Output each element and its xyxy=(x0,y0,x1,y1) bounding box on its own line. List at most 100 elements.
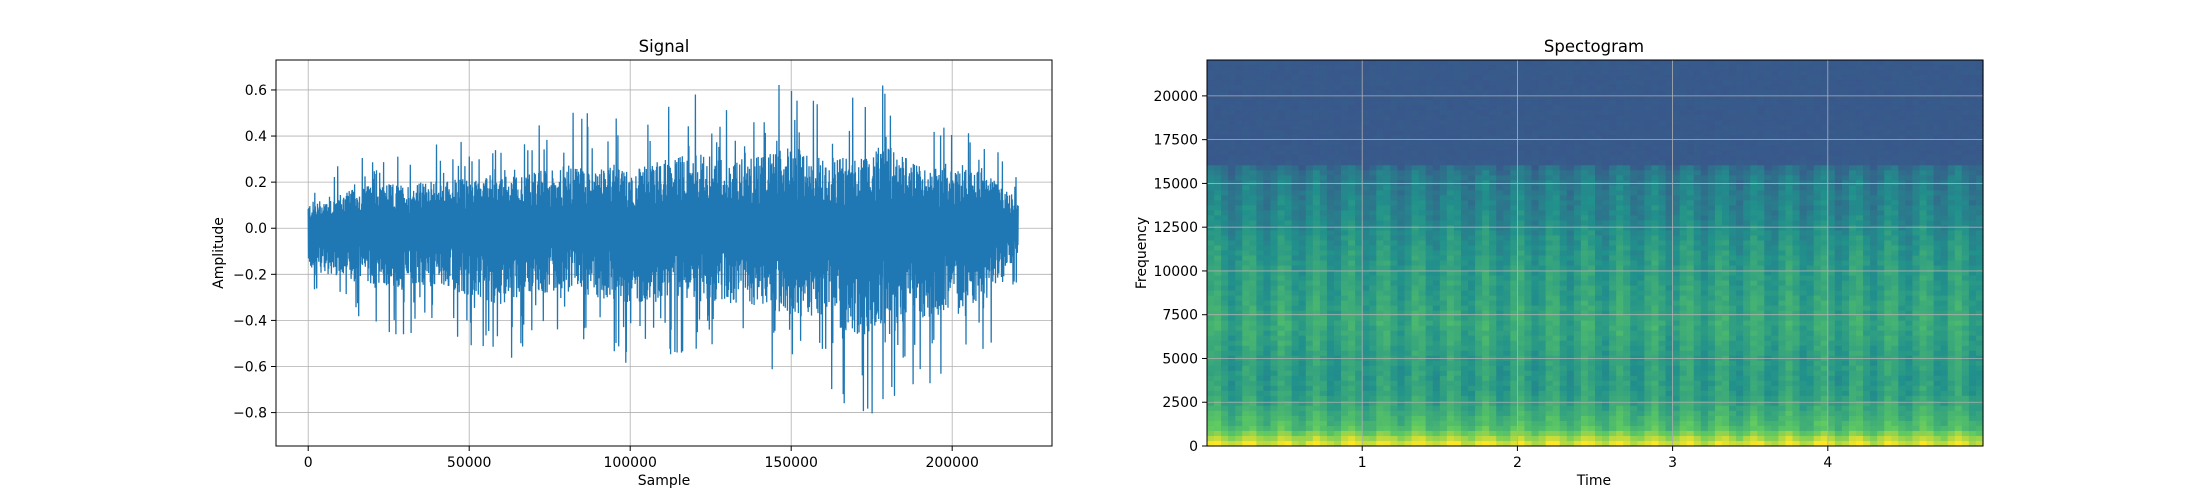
spectrogram-cell xyxy=(1616,195,1624,201)
spectrogram-cell xyxy=(1489,110,1497,116)
spectrogram-cell xyxy=(1503,360,1511,367)
spectrogram-cell xyxy=(1369,370,1377,377)
spectrogram-cell xyxy=(1277,245,1286,252)
spectrogram-cell xyxy=(1376,440,1384,447)
spectrogram-cell xyxy=(1326,60,1335,66)
spectrogram-cell xyxy=(1326,375,1335,382)
spectrogram-cell xyxy=(1602,310,1610,317)
spectrogram-cell xyxy=(1411,125,1420,131)
spectrogram-cell xyxy=(1475,290,1483,297)
spectrogram-cell xyxy=(1496,430,1504,437)
spectrogram-cell xyxy=(1263,105,1272,111)
spectrogram-cell xyxy=(1207,185,1215,191)
spectrogram-cell xyxy=(1341,100,1349,106)
spectrogram-cell xyxy=(1503,305,1511,312)
spectrogram-cell xyxy=(1644,185,1653,191)
spectrogram-cell xyxy=(1333,360,1342,367)
spectrogram-cell xyxy=(1235,105,1243,111)
spectrogram-cell xyxy=(1609,220,1617,227)
spectrogram-cell xyxy=(1256,385,1265,392)
spectrogram-cell xyxy=(1595,190,1603,196)
spectrogram-cell xyxy=(1580,365,1589,372)
spectrogram-cell xyxy=(1482,85,1490,91)
spectrogram-cell xyxy=(1214,105,1222,111)
spectrogram-cell xyxy=(1446,130,1455,136)
spectrogram-cell xyxy=(1228,350,1236,357)
spectrogram-cell xyxy=(1566,225,1575,232)
spectrogram-cell xyxy=(1446,105,1455,111)
spectrogram-cell xyxy=(1475,415,1483,422)
spectrogram-cell xyxy=(1545,140,1554,146)
spectrogram-cell xyxy=(1496,165,1504,171)
spectrogram-cell xyxy=(1531,175,1540,181)
spectrogram-cell xyxy=(1418,185,1427,191)
spectrogram-cell xyxy=(1312,150,1321,156)
spectrogram-cell xyxy=(1545,380,1554,387)
spectrogram-cell xyxy=(1468,120,1476,126)
spectrogram-cell xyxy=(1376,270,1384,277)
spectrogram-cell xyxy=(1538,255,1547,262)
spectrogram-cell xyxy=(1446,215,1455,222)
spectrogram-cell xyxy=(1425,275,1434,282)
spectrogram-cell xyxy=(1531,195,1540,201)
spectrogram-cell xyxy=(1277,190,1286,196)
spectrogram-cell xyxy=(1390,350,1399,357)
spectrogram-cell xyxy=(1333,135,1342,141)
spectrogram-cell xyxy=(1517,415,1526,422)
spectrogram-cell xyxy=(1284,200,1293,206)
spectrogram-cell xyxy=(1538,310,1547,317)
spectrogram-cell xyxy=(1256,115,1265,121)
spectrogram-cell xyxy=(1432,145,1441,151)
spectrogram-cell xyxy=(1651,405,1660,412)
spectrogram-cell xyxy=(1333,75,1342,81)
spectrogram-cell xyxy=(1369,210,1377,216)
spectrogram-cell xyxy=(1616,190,1624,196)
spectrogram-cell xyxy=(1207,60,1215,66)
spectrogram-cell xyxy=(1439,240,1448,247)
spectrogram-cell xyxy=(1298,345,1307,352)
spectrogram-cell xyxy=(1503,130,1511,136)
spectrogram-cell xyxy=(1616,365,1624,372)
spectrogram-cell xyxy=(1453,75,1462,81)
spectrogram-cell xyxy=(1277,315,1286,322)
spectrogram-cell xyxy=(1333,220,1342,227)
spectrogram-cell xyxy=(1432,190,1441,196)
spectrogram-cell xyxy=(1298,210,1307,216)
spectrogram-cell xyxy=(1482,190,1490,196)
spectrogram-cell xyxy=(1319,170,1328,176)
spectrogram-cell xyxy=(1277,230,1286,237)
spectrogram-cell xyxy=(1348,170,1356,176)
spectrogram-cell xyxy=(1425,305,1434,312)
spectrogram-cell xyxy=(1418,150,1427,156)
spectrogram-cell xyxy=(1644,305,1653,312)
spectrogram-cell xyxy=(1277,375,1286,382)
spectrogram-cell xyxy=(1411,205,1420,211)
spectrogram-cell xyxy=(1510,175,1518,181)
spectrogram-cell xyxy=(1453,60,1462,66)
spectrogram-cell xyxy=(1249,170,1257,176)
spectrogram-cell xyxy=(1446,225,1455,232)
spectrogram-cell xyxy=(1489,225,1497,232)
spectrogram-cell xyxy=(1411,275,1420,282)
spectrogram-cell xyxy=(1298,240,1307,247)
spectrogram-cell xyxy=(1418,425,1427,432)
spectrogram-cell xyxy=(1623,230,1631,237)
spectrogram-cell xyxy=(1559,395,1568,402)
spectrogram-cell xyxy=(1312,225,1321,232)
spectrogram-cell xyxy=(1489,425,1497,432)
spectrogram-cell xyxy=(1496,95,1504,101)
spectrogram-cell xyxy=(1503,145,1511,151)
spectrogram-cell xyxy=(1630,190,1638,196)
spectrogram-cell xyxy=(1538,335,1547,342)
spectrogram-cell xyxy=(1609,305,1617,312)
spectrogram-cell xyxy=(1531,325,1540,332)
spectrogram-cell xyxy=(1475,430,1483,437)
spectrogram-cell xyxy=(1298,130,1307,136)
spectrogram-cell xyxy=(1482,265,1490,272)
spectrogram-cell xyxy=(1644,410,1653,417)
spectrogram-cell xyxy=(1404,390,1413,397)
spectrogram-cell xyxy=(1644,290,1653,297)
spectrogram-cell xyxy=(1249,310,1257,317)
spectrogram-cell xyxy=(1609,260,1617,267)
spectrogram-cell xyxy=(1482,400,1490,407)
